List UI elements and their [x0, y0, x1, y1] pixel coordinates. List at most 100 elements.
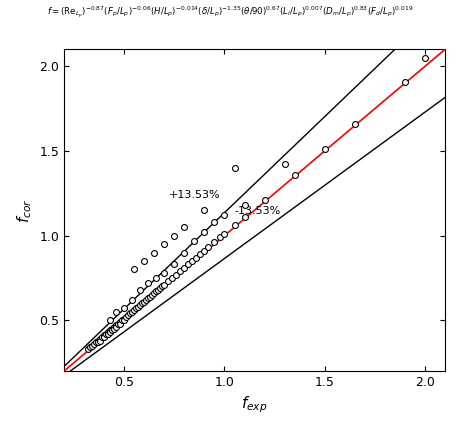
- Point: [185, 261, 192, 268]
- Point: [120, 305, 128, 312]
- Point: [136, 301, 144, 308]
- Point: [142, 296, 150, 303]
- Point: [180, 249, 188, 256]
- Point: [170, 232, 178, 239]
- Point: [114, 320, 122, 327]
- Point: [134, 303, 142, 310]
- Point: [158, 283, 166, 290]
- Point: [88, 342, 95, 349]
- Point: [106, 317, 114, 324]
- Point: [172, 271, 179, 278]
- Point: [138, 300, 146, 307]
- Point: [220, 212, 228, 219]
- Point: [170, 261, 178, 268]
- Point: [94, 339, 101, 346]
- Point: [350, 120, 358, 127]
- Point: [112, 322, 120, 329]
- Point: [116, 319, 123, 326]
- Point: [192, 254, 200, 261]
- Point: [144, 280, 151, 286]
- Text: -13.53%: -13.53%: [234, 206, 280, 215]
- Point: [136, 286, 144, 293]
- Point: [200, 207, 207, 214]
- Point: [216, 234, 224, 241]
- Point: [148, 292, 156, 298]
- Point: [132, 305, 140, 312]
- Point: [106, 329, 114, 335]
- Point: [144, 295, 151, 301]
- Point: [108, 327, 116, 334]
- Point: [112, 308, 120, 315]
- Point: [210, 239, 218, 246]
- Point: [110, 323, 118, 330]
- Point: [129, 308, 136, 315]
- Point: [160, 269, 168, 276]
- Point: [98, 334, 106, 341]
- Y-axis label: $f_{cor}$: $f_{cor}$: [15, 198, 34, 223]
- Point: [260, 197, 268, 203]
- Point: [196, 251, 204, 258]
- Point: [96, 335, 104, 342]
- Text: $f = (\mathrm{Re}_{L_p})^{-0.87}(F_p/L_p)^{-0.06}(H/L_p)^{-0.014}(\delta/L_p)^{-: $f = (\mathrm{Re}_{L_p})^{-0.87}(F_p/L_p…: [47, 4, 412, 20]
- Point: [176, 268, 184, 275]
- Point: [230, 222, 238, 229]
- Point: [90, 341, 98, 347]
- Point: [291, 171, 298, 178]
- Point: [96, 337, 104, 344]
- Point: [164, 278, 172, 285]
- Point: [140, 258, 148, 264]
- Point: [168, 274, 176, 281]
- Point: [200, 229, 207, 236]
- Point: [160, 241, 168, 248]
- Text: +13.53%: +13.53%: [168, 190, 219, 200]
- Point: [101, 332, 108, 339]
- Point: [130, 307, 138, 313]
- Point: [108, 325, 116, 332]
- Point: [129, 296, 136, 303]
- Point: [160, 281, 168, 288]
- Point: [116, 320, 123, 327]
- Point: [126, 310, 134, 317]
- Point: [110, 325, 118, 332]
- Point: [420, 55, 428, 61]
- Point: [210, 218, 218, 225]
- Point: [84, 346, 92, 353]
- Point: [154, 286, 162, 293]
- Point: [320, 146, 328, 153]
- Point: [101, 334, 108, 341]
- Point: [124, 312, 132, 319]
- Point: [122, 313, 129, 320]
- Point: [200, 247, 207, 254]
- Point: [230, 164, 238, 171]
- Point: [112, 323, 120, 330]
- Point: [104, 330, 112, 337]
- Point: [180, 264, 188, 271]
- Point: [157, 285, 164, 292]
- Point: [220, 230, 228, 237]
- Point: [241, 214, 248, 221]
- Point: [120, 317, 128, 324]
- Point: [152, 288, 160, 295]
- Point: [140, 298, 148, 305]
- Point: [102, 330, 110, 337]
- Point: [94, 337, 101, 344]
- Point: [150, 249, 157, 256]
- Point: [241, 202, 248, 209]
- Point: [280, 161, 288, 168]
- Point: [180, 224, 188, 230]
- Point: [190, 237, 198, 244]
- Point: [400, 78, 408, 85]
- Point: [150, 290, 157, 297]
- Point: [106, 327, 114, 334]
- Point: [146, 293, 154, 300]
- Point: [188, 258, 196, 264]
- Point: [152, 274, 160, 281]
- Point: [120, 315, 128, 322]
- X-axis label: $f_{exp}$: $f_{exp}$: [241, 394, 267, 415]
- Point: [130, 266, 138, 273]
- Point: [118, 317, 126, 324]
- Point: [92, 339, 100, 346]
- Point: [204, 244, 212, 251]
- Point: [86, 344, 94, 351]
- Point: [104, 329, 112, 335]
